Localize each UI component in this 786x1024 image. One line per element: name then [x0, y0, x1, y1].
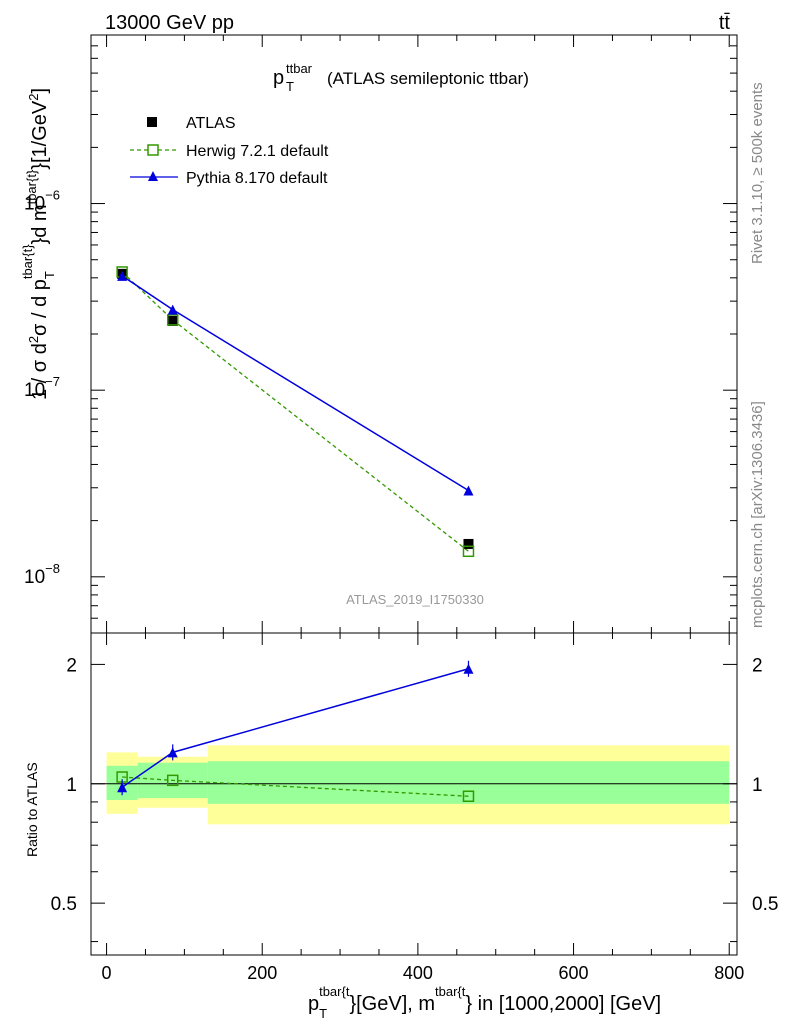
- ratio-y-tick-label: 0.5: [51, 894, 77, 915]
- herwig-ratio-point: [462, 790, 475, 803]
- pythia-ratio-point: [117, 782, 128, 793]
- title-sup: ttbar: [286, 61, 313, 76]
- title-rest: (ATLAS semileptonic ttbar): [327, 69, 529, 88]
- pythia-ratio-point: [167, 747, 178, 758]
- y-tick-label: 10−6: [24, 188, 60, 215]
- ratio-y-tick-label-right: 0.5: [752, 894, 778, 915]
- x-axis-label: pTtbar{t}[GeV], mtbar{t} in [1000,2000] …: [308, 984, 661, 1021]
- analysis-watermark: ATLAS_2019_I1750330: [346, 592, 484, 607]
- x-tick-label: 200: [247, 963, 277, 983]
- ratio-y-axis-label: Ratio to ATLAS: [24, 762, 40, 857]
- main-title: p T ttbar (ATLAS semileptonic ttbar): [273, 61, 529, 94]
- legend-herwig-label: Herwig 7.2.1 default: [186, 143, 329, 160]
- herwig-ratio-line: [122, 776, 469, 797]
- pythia-point: [463, 485, 474, 496]
- axis-ticks: 0 200 400 600 800 10−6 10−7 10−8 2 2 1 1 0.5 0.5: [24, 34, 778, 983]
- herwig-ratio-point: [166, 774, 179, 787]
- title-main: p: [273, 67, 284, 89]
- legend-pythia-marker: [148, 171, 158, 181]
- title-sub: T: [286, 79, 294, 94]
- data-series: [116, 266, 475, 803]
- atlas-point: [463, 538, 474, 549]
- rivet-label: Rivet 3.1.10, ≥ 500k events: [749, 82, 766, 264]
- atlas-point: [167, 315, 178, 326]
- x-tick-label: 600: [559, 963, 589, 983]
- legend-atlas-label: ATLAS: [186, 115, 236, 132]
- inner-band-bin: [207, 761, 730, 804]
- herwig-point: [166, 314, 179, 326]
- main-y-axis-label: 1 / σ d2σ / d pTtbar{t}}d mtbar{t}}[1/Ge…: [20, 88, 57, 400]
- y-tick-label: 10−7: [24, 374, 60, 401]
- ratio-y-tick-label: 1: [66, 775, 77, 796]
- ratio-uncertainty-bands: [91, 745, 737, 825]
- ratio-y-tick-label: 2: [66, 655, 77, 676]
- svg-text:pTtbar{t}[GeV], mtbar{t} in [1: pTtbar{t}[GeV], mtbar{t} in [1000,2000] …: [308, 984, 661, 1021]
- mcplots-label: mcplots.cern.ch [arXiv:1306.3436]: [749, 401, 766, 628]
- legend: ATLAS Herwig 7.2.1 default Pythia 8.170 …: [130, 115, 329, 187]
- svg-text:1 / σ d2σ / d pTtbar{t}}d mtba: 1 / σ d2σ / d pTtbar{t}}d mtbar{t}}[1/Ge…: [20, 88, 57, 400]
- y-tick-label: 10−8: [24, 561, 60, 588]
- energy-label: 13000 GeV pp: [105, 12, 234, 34]
- process-label: tt̄: [719, 12, 731, 34]
- x-tick-label: 0: [102, 963, 112, 983]
- ratio-y-tick-label-right: 2: [752, 655, 763, 676]
- x-tick-label: 400: [403, 963, 433, 983]
- herwig-point: [462, 545, 475, 558]
- x-tick-label: 800: [714, 963, 744, 983]
- ratio-y-tick-label-right: 1: [752, 775, 763, 796]
- legend-herwig-marker: [147, 144, 159, 156]
- pythia-point: [117, 270, 128, 281]
- legend-pythia-label: Pythia 8.170 default: [186, 170, 328, 187]
- pythia-point: [167, 304, 178, 315]
- pythia-ratio-point: [463, 663, 474, 674]
- legend-atlas-marker: [147, 117, 157, 127]
- ratio-panel-frame: [90, 632, 738, 956]
